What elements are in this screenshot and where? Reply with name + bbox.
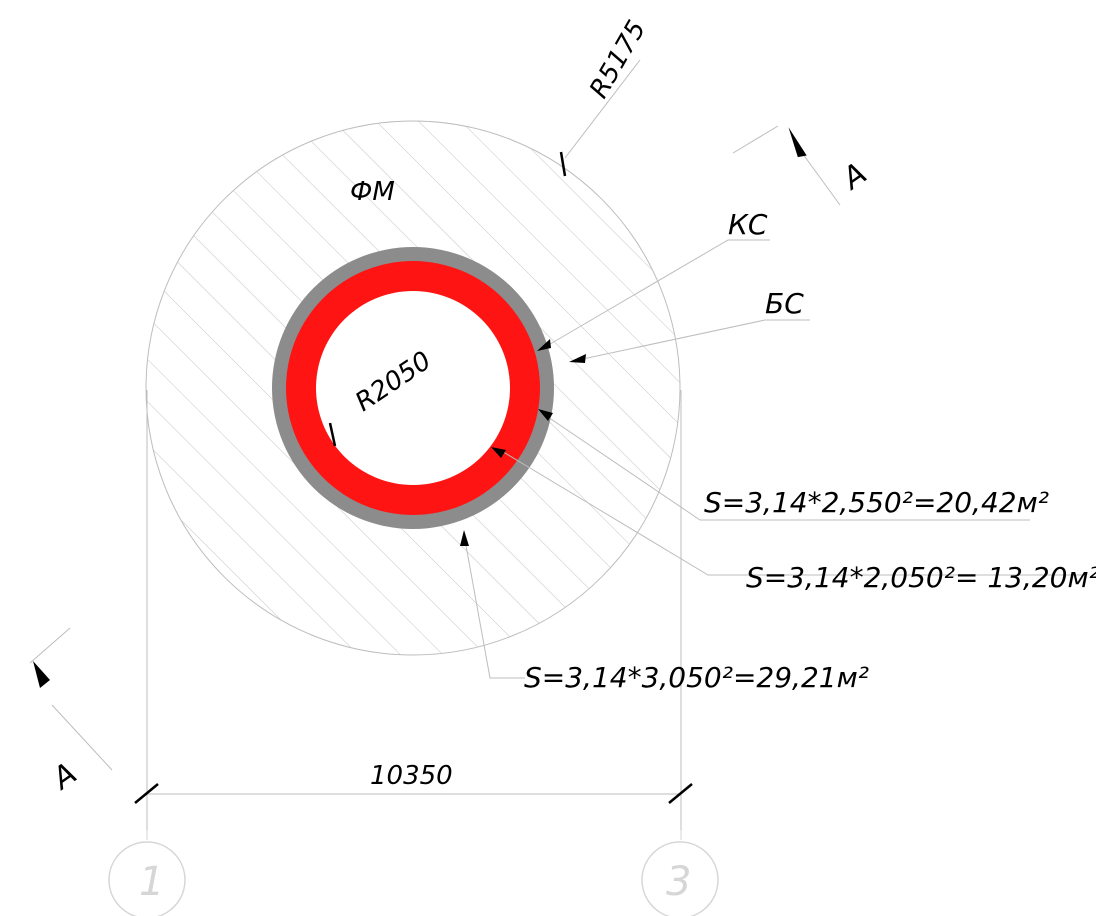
section-mark-top: А	[732, 125, 874, 206]
area-3-formula: S=3,14*3,050²=29,21м²	[524, 661, 869, 694]
area-1-leader: S=3,14*2,550²=20,42м²	[538, 409, 1049, 521]
axis-bubble-right: 3	[641, 830, 719, 916]
axis-bubble-left: 1	[108, 830, 186, 916]
section-mark-top-label: А	[835, 156, 874, 198]
outer-radius-label: R5175	[584, 16, 652, 104]
area-3-leader: S=3,14*3,050²=29,21м²	[460, 530, 869, 694]
section-mark-bottom: А	[29, 627, 113, 798]
outer-radius-leader: R5175	[559, 16, 652, 177]
axis-left-label: 1	[139, 859, 164, 905]
width-dimension: 10350	[134, 761, 693, 804]
concrete-layer-2-label: БС	[765, 287, 804, 320]
area-2-formula: S=3,14*2,050²= 13,20м²	[746, 561, 1096, 594]
tunnel-opening	[316, 291, 510, 485]
concrete-layer-label: КС	[728, 208, 768, 241]
width-dimension-label: 10350	[370, 761, 453, 791]
concrete-layer-leader: КС	[537, 208, 770, 351]
section-mark-bottom-label: А	[45, 756, 84, 798]
fill-material-label: ФМ	[350, 177, 395, 207]
concrete-layer-2-leader: БС	[569, 287, 810, 363]
area-2-leader: S=3,14*2,050²= 13,20м²	[491, 447, 1096, 594]
axis-right-label: 3	[666, 859, 691, 905]
area-1-formula: S=3,14*2,550²=20,42м²	[704, 486, 1049, 519]
